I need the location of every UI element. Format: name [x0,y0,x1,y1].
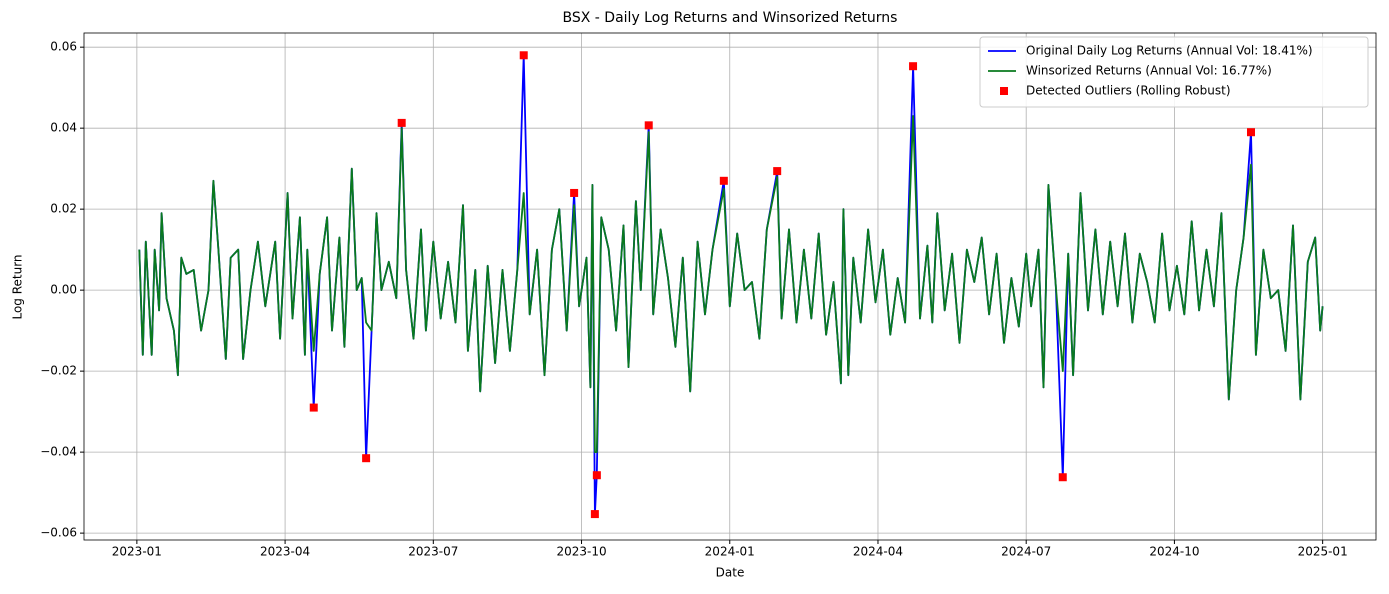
outlier-marker [644,121,653,130]
legend-label: Original Daily Log Returns (Annual Vol: … [1026,44,1313,58]
outlier-marker [1246,128,1255,137]
outlier-marker [909,62,918,71]
outlier-marker [592,471,601,480]
grid [84,33,1376,540]
x-tick-label: 2025-01 [1298,545,1348,559]
x-tick-label: 2024-01 [705,545,755,559]
y-tick-label: 0.00 [50,283,77,297]
x-tick-label: 2024-04 [853,545,903,559]
outlier-marker [309,403,318,412]
legend: Original Daily Log Returns (Annual Vol: … [979,36,1369,108]
outlier-marker [570,188,579,197]
x-tick-label: 2024-07 [1001,545,1051,559]
outlier-marker [1058,473,1067,482]
outlier-marker [397,118,406,127]
outlier-marker [362,454,371,463]
x-tick-label: 2023-07 [408,545,458,559]
x-tick-label: 2023-04 [260,545,310,559]
outlier-marker [590,510,599,519]
plot-area [138,51,1324,519]
y-tick-label: −0.06 [40,526,77,540]
y-tick-label: −0.02 [40,364,77,378]
legend-label: Winsorized Returns (Annual Vol: 16.77%) [1026,64,1272,78]
legend-box [979,36,1369,108]
x-tick-label: 2023-01 [112,545,162,559]
y-axis-label: Log Return [11,254,25,319]
chart-title: BSX - Daily Log Returns and Winsorized R… [563,10,898,26]
x-tick-label: 2023-10 [556,545,606,559]
y-tick-label: 0.06 [50,40,77,54]
y-tick-label: 0.02 [50,202,77,216]
outlier-marker [773,167,782,176]
y-tick-label: 0.04 [50,121,77,135]
y-tick-label: −0.04 [40,445,77,459]
x-axis-label: Date [716,566,745,580]
legend-label: Detected Outliers (Rolling Robust) [1026,84,1231,98]
data-line [138,115,1324,453]
legend-marker [1000,87,1008,95]
outlier-marker [519,51,528,60]
x-tick-label: 2024-10 [1149,545,1199,559]
outlier-marker [719,176,728,185]
